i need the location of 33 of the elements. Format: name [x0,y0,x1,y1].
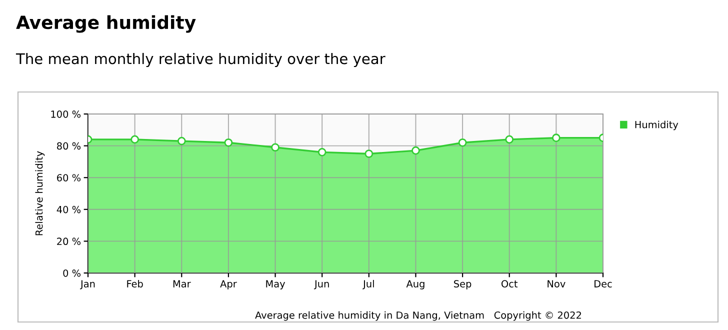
y-tick-label: 20 % [57,238,81,246]
chart-title: Average humidity [16,15,196,33]
x-tick-label: Mar [173,280,191,288]
text: Average relative humidity in Da Nang, Vietnam Copyright © 2022 [255,311,581,321]
point [364,150,374,158]
x-tick-label: May [266,280,286,290]
y-tick-label: 60 % [57,174,81,182]
y-tick-label: 0 % [63,269,81,277]
point [177,136,186,146]
y-tick-label: 100 % [51,110,81,118]
chart-subtitle: The mean monthly relative humidity over the year [16,52,386,68]
point [458,138,467,147]
y-tick-label: 40 % [56,206,81,214]
x-tick-label: Aug [406,280,424,290]
x-tick-label: Jun [314,280,329,290]
legend-label: Humidity [635,120,678,130]
point [271,143,280,152]
y-tick-label: 80 % [57,142,81,150]
y-axis-title: Relative humidity [35,151,45,236]
x-tick-label: Dec [594,280,612,288]
x-tick-label: Nov [548,280,566,288]
point [552,134,560,142]
x-tick-label: Apr [220,280,237,290]
point [224,138,233,147]
point [130,135,139,144]
x-tick-label: Jul [362,280,374,290]
x-tick-label: Feb [127,280,143,288]
x-tick-label: Oct [502,280,518,288]
point [412,146,420,155]
x-tick-label: Jan [80,280,95,290]
x-tick-label: Sep [454,280,472,290]
point [318,148,326,156]
point [505,135,514,144]
